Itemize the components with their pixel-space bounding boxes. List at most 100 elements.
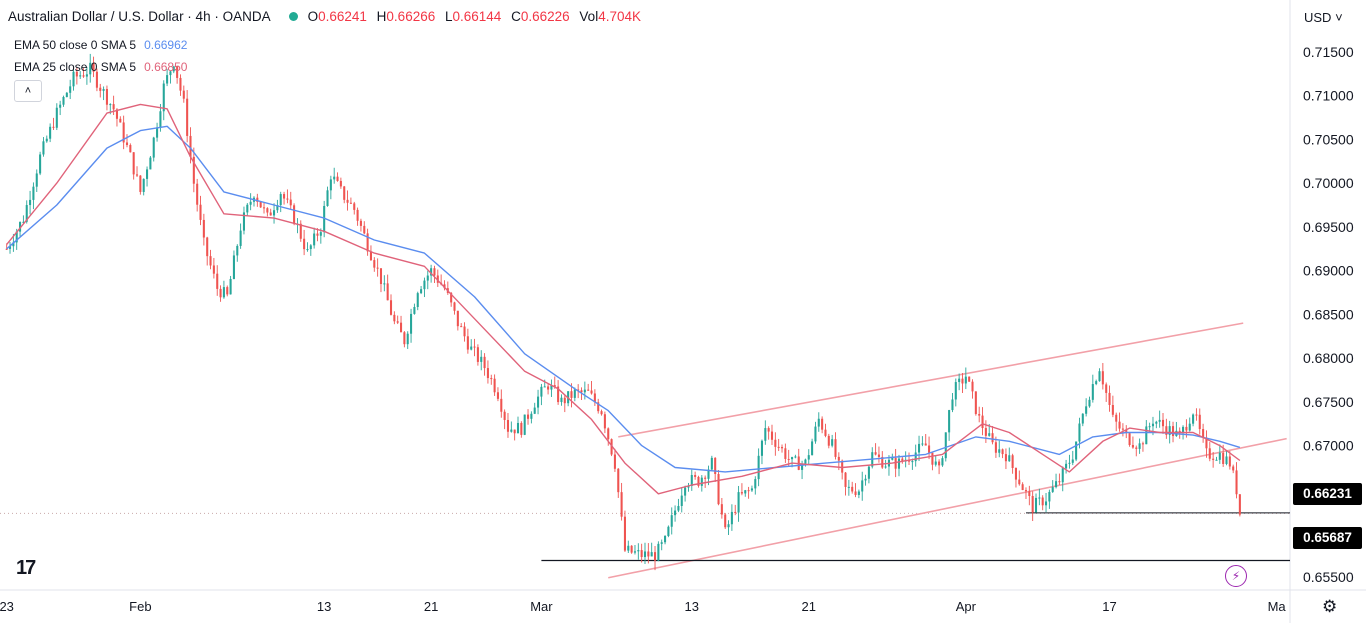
candle <box>780 444 784 453</box>
indicator-ema50[interactable]: EMA 50 close 0 SMA 5 0.66962 <box>14 38 187 52</box>
candle <box>206 236 209 266</box>
candle <box>647 543 650 564</box>
candle <box>246 203 249 216</box>
drawing-layer <box>0 322 1290 579</box>
candle <box>192 147 195 193</box>
candle <box>266 207 269 217</box>
candle <box>433 265 436 284</box>
candle <box>744 489 747 497</box>
candlestick-series <box>5 53 1241 571</box>
candle <box>660 539 663 551</box>
open-value: 0.66241 <box>318 9 367 24</box>
candle <box>714 457 717 482</box>
tradingview-logo[interactable]: 17 <box>16 557 36 579</box>
candle <box>1235 462 1238 499</box>
candle <box>336 172 339 182</box>
candle <box>506 413 510 438</box>
indicator-ema50-label: EMA 50 close 0 SMA 5 <box>14 38 137 52</box>
candle <box>105 85 108 111</box>
candle <box>777 438 780 452</box>
candle <box>727 520 730 535</box>
x-tick-label: 21 <box>424 599 438 614</box>
candle <box>697 475 700 488</box>
x-tick-label: 21 <box>802 599 816 614</box>
candle <box>62 95 65 107</box>
gear-icon[interactable]: ⚙ <box>1322 597 1338 616</box>
x-tick-label: Apr <box>956 599 977 614</box>
candle <box>293 203 296 226</box>
y-tick-label: 0.65500 <box>1303 569 1354 585</box>
candle <box>406 331 409 349</box>
candle <box>182 85 185 103</box>
candle <box>343 185 346 204</box>
candle <box>42 137 45 157</box>
candle <box>794 454 797 459</box>
candle <box>313 227 316 249</box>
y-tick-label: 0.71500 <box>1303 44 1354 60</box>
indicator-ema25[interactable]: EMA 25 close 0 SMA 5 0.66850 <box>14 60 187 74</box>
candle <box>39 151 42 176</box>
candle <box>968 376 971 382</box>
candle <box>339 177 342 189</box>
candle <box>991 426 994 445</box>
candle <box>239 223 242 249</box>
close-label: C <box>511 9 521 24</box>
collapse-legend-button[interactable]: ˄ <box>14 80 42 102</box>
candle <box>423 277 426 298</box>
candle <box>296 218 299 234</box>
candle <box>974 391 977 416</box>
close-value: 0.66226 <box>520 9 570 24</box>
candle <box>1001 448 1004 459</box>
candle <box>99 83 102 98</box>
candle <box>533 402 536 415</box>
candle <box>1175 421 1178 437</box>
y-tick-label: 0.70500 <box>1303 131 1354 147</box>
candle <box>928 436 931 460</box>
candle <box>821 416 824 434</box>
candle <box>907 452 911 465</box>
candle <box>299 220 302 242</box>
channel-upper-line[interactable] <box>618 322 1244 438</box>
y-tick-label: 0.67500 <box>1303 394 1354 410</box>
candle <box>1205 430 1208 458</box>
candle <box>1111 395 1114 418</box>
candle <box>543 379 546 388</box>
candle <box>897 454 901 477</box>
candle <box>954 378 957 407</box>
candle <box>179 74 182 96</box>
y-tick-label: 0.70000 <box>1303 175 1354 191</box>
price-axis[interactable]: 0.71500 0.71000 0.70500 0.70000 0.69500 0.690… <box>1303 44 1354 585</box>
candle <box>102 86 105 101</box>
candle <box>82 68 85 78</box>
x-tick-label: 17 <box>1102 599 1116 614</box>
candle <box>146 166 149 187</box>
candle <box>1108 385 1111 412</box>
candle <box>667 525 670 538</box>
candle <box>389 294 393 316</box>
candle <box>633 545 637 555</box>
candle <box>911 458 914 470</box>
candle <box>236 244 239 262</box>
symbol-title[interactable]: Australian Dollar / U.S. Dollar · 4h · O… <box>8 9 271 24</box>
candle <box>664 535 667 545</box>
candle <box>557 380 560 405</box>
candle <box>1061 466 1064 492</box>
candle <box>396 315 399 325</box>
candle <box>724 512 727 530</box>
candle <box>135 166 139 177</box>
candle <box>1095 379 1098 386</box>
channel-lower-line[interactable] <box>608 437 1287 579</box>
candle <box>737 485 740 522</box>
candle <box>303 229 306 256</box>
candle <box>1208 442 1211 462</box>
candle <box>196 178 199 212</box>
candle <box>59 100 62 116</box>
lightning-icon[interactable]: ⚡ <box>1225 565 1247 587</box>
candle <box>1198 408 1201 435</box>
candle <box>149 156 152 170</box>
currency-selector[interactable]: USD ˅ <box>1304 10 1343 25</box>
time-axis[interactable]: 23 Feb 13 21 Mar 13 21 Apr 17 Ma <box>0 599 1286 614</box>
candle <box>369 245 372 262</box>
candle <box>52 117 55 131</box>
